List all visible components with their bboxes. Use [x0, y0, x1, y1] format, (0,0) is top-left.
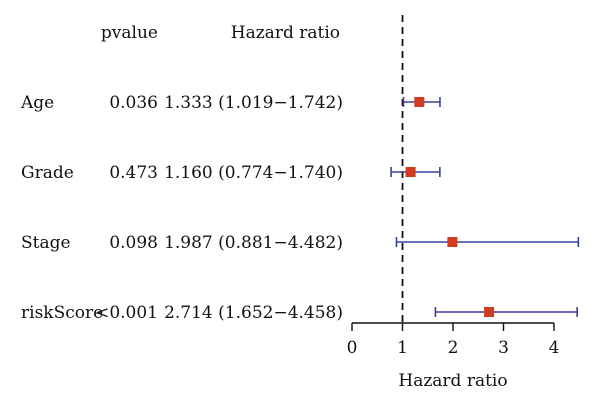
header-pvalue: pvalue [101, 23, 158, 43]
x-tick-label: 1 [397, 338, 408, 358]
x-tick-label: 4 [549, 338, 560, 358]
row-hazard-ratio: 1.160 (0.774−1.740) [164, 163, 343, 183]
row-label: Grade [21, 163, 74, 183]
x-tick-label: 2 [448, 338, 459, 358]
x-tick-label: 3 [498, 338, 509, 358]
row-pvalue: 0.036 [109, 93, 158, 113]
row-pvalue: <0.001 [95, 303, 158, 323]
row-pvalue: 0.473 [109, 163, 158, 183]
x-axis: 0 1 2 3 4 [347, 322, 560, 358]
row-pvalue: 0.098 [109, 233, 158, 253]
row-label: Age [20, 93, 54, 113]
header-hazard-ratio: Hazard ratio [231, 23, 340, 43]
row-hazard-ratio: 1.333 (1.019−1.742) [164, 93, 343, 113]
row-hazard-ratio: 2.714 (1.652−4.458) [164, 303, 343, 323]
row-label: riskScore [21, 303, 103, 323]
x-tick-label: 0 [347, 338, 358, 358]
row-label: Stage [21, 233, 71, 253]
row-hazard-ratio: 1.987 (0.881−4.482) [164, 233, 343, 253]
table-rows: Age 0.036 1.333 (1.019−1.742) Grade 0.473 1.1… [20, 93, 343, 323]
x-axis-title: Hazard ratio [398, 371, 507, 391]
hr-point [484, 307, 495, 317]
hr-point [447, 237, 458, 247]
hr-point [405, 167, 416, 177]
hr-point [414, 97, 425, 107]
plot-marks [390, 97, 580, 317]
